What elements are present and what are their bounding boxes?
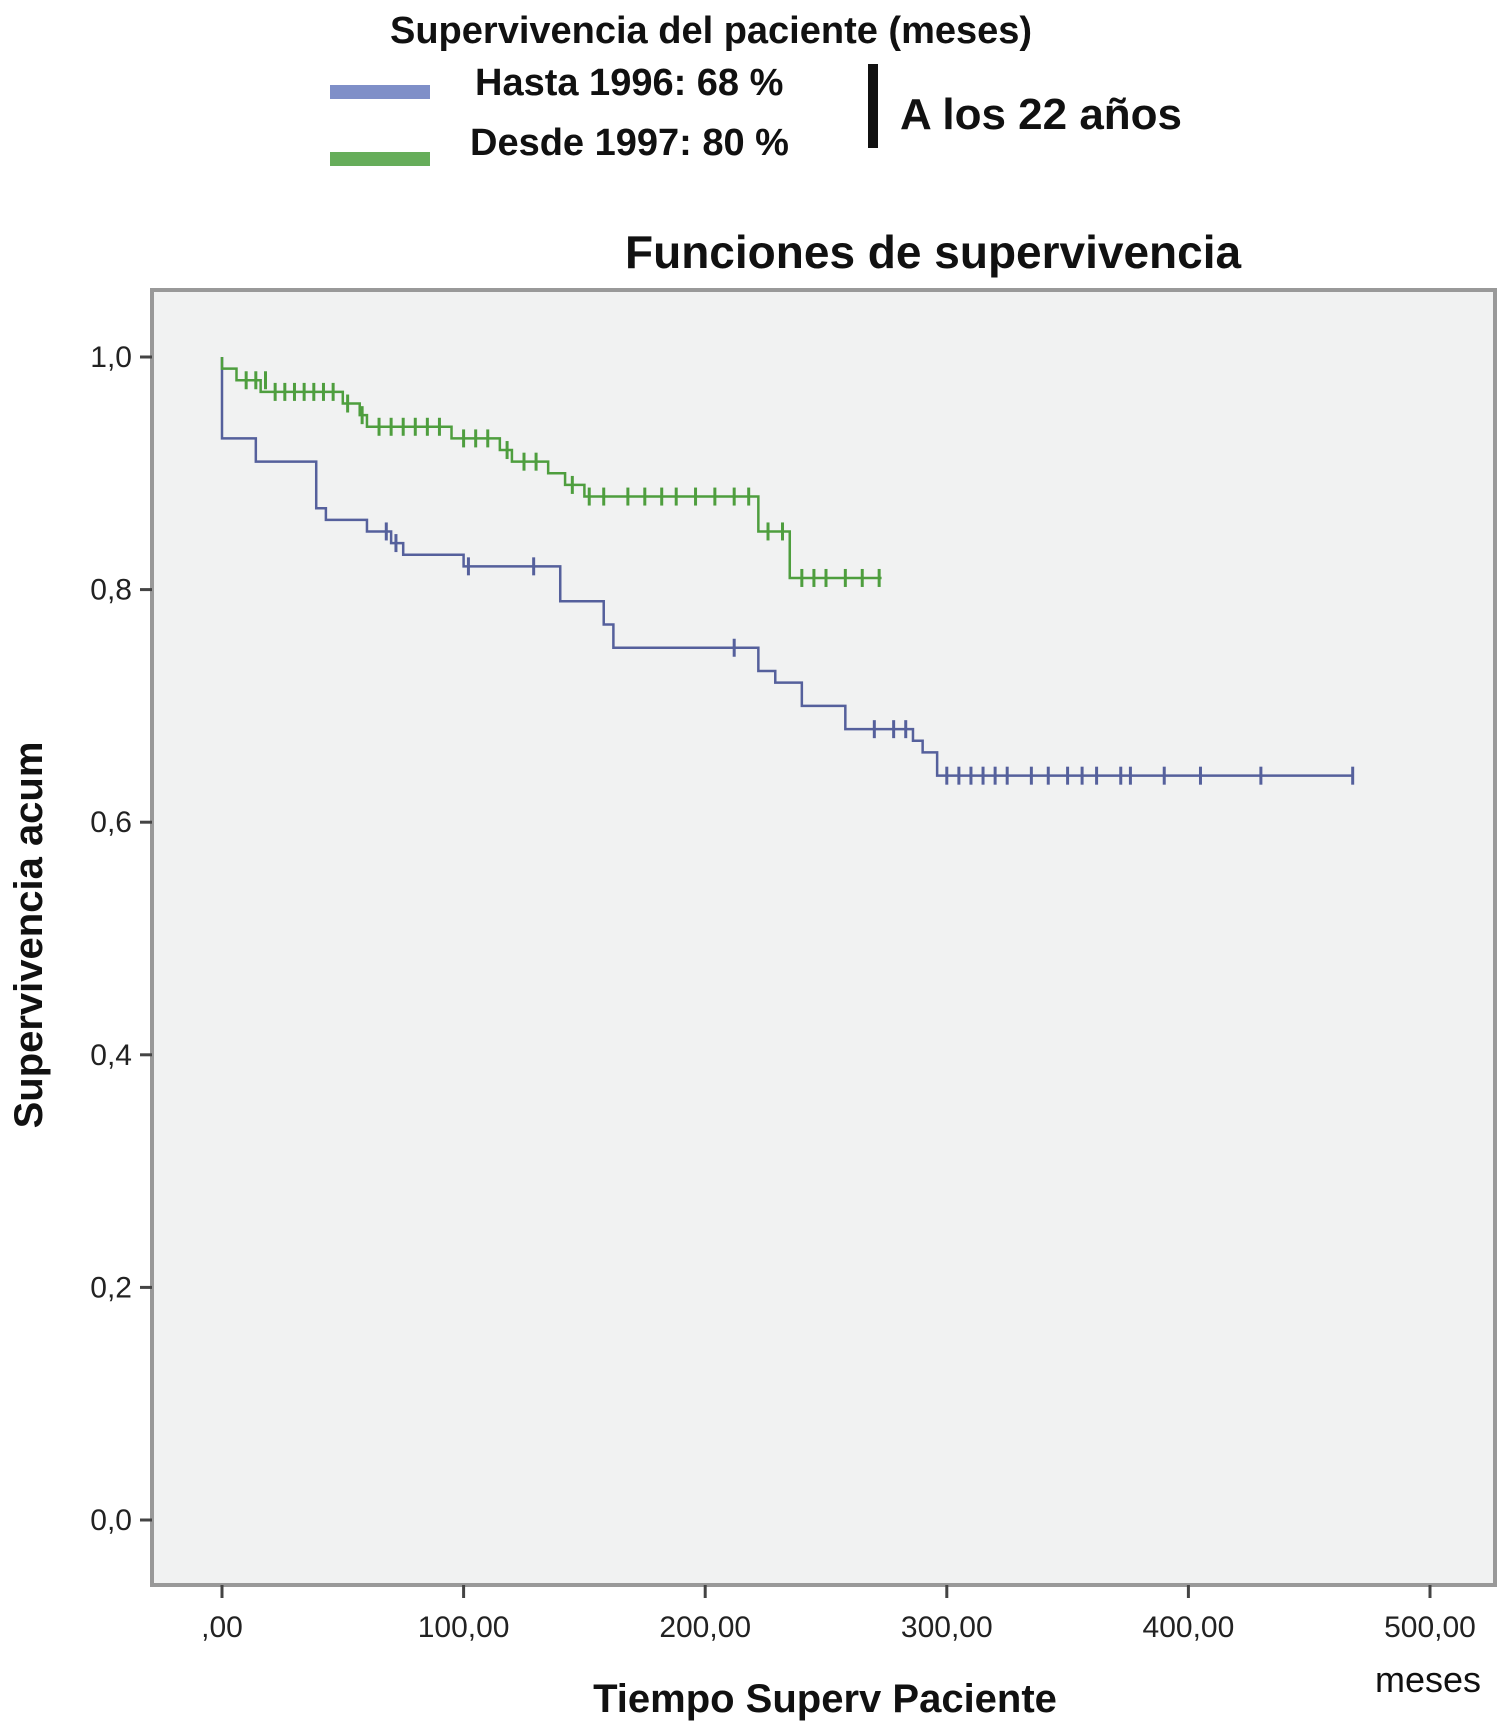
y-tick-label: 0,6 [90,806,132,839]
x-axis-unit-label: meses [1375,1659,1481,1700]
x-tick-label: ,00 [201,1611,243,1644]
legend-label-hasta-1996: Hasta 1996: 68 % [475,62,784,104]
y-tick-label: 0,4 [90,1039,132,1072]
y-tick-label: 0,8 [90,574,132,607]
series-line-hasta-1996 [220,357,1353,777]
legend-bracket [868,64,878,148]
x-tick-label: 200,00 [659,1611,751,1644]
y-tick-label: 0,2 [90,1271,132,1304]
x-tick-label: 300,00 [901,1611,993,1644]
legend-swatch-hasta-1996 [330,85,430,99]
legend-note: A los 22 años [900,90,1183,139]
y-tick-label: 1,0 [90,341,132,374]
x-tick-label: 100,00 [418,1611,510,1644]
y-axis-label: Supervivencia acum [7,742,51,1129]
x-tick-label: 500,00 [1384,1611,1476,1644]
x-tick-label: 400,00 [1143,1611,1235,1644]
y-tick-label: 0,0 [90,1504,132,1537]
chart-title: Funciones de supervivencia [625,226,1242,278]
legend-label-desde-1997: Desde 1997: 80 % [470,122,789,164]
legend-header: Supervivencia del paciente (meses) [390,10,1033,52]
x-axis-label: Tiempo Superv Paciente [593,1677,1057,1721]
plot-frame [150,288,1497,1587]
legend-swatch-desde-1997 [330,152,430,166]
series-line-desde-1997 [220,357,882,580]
